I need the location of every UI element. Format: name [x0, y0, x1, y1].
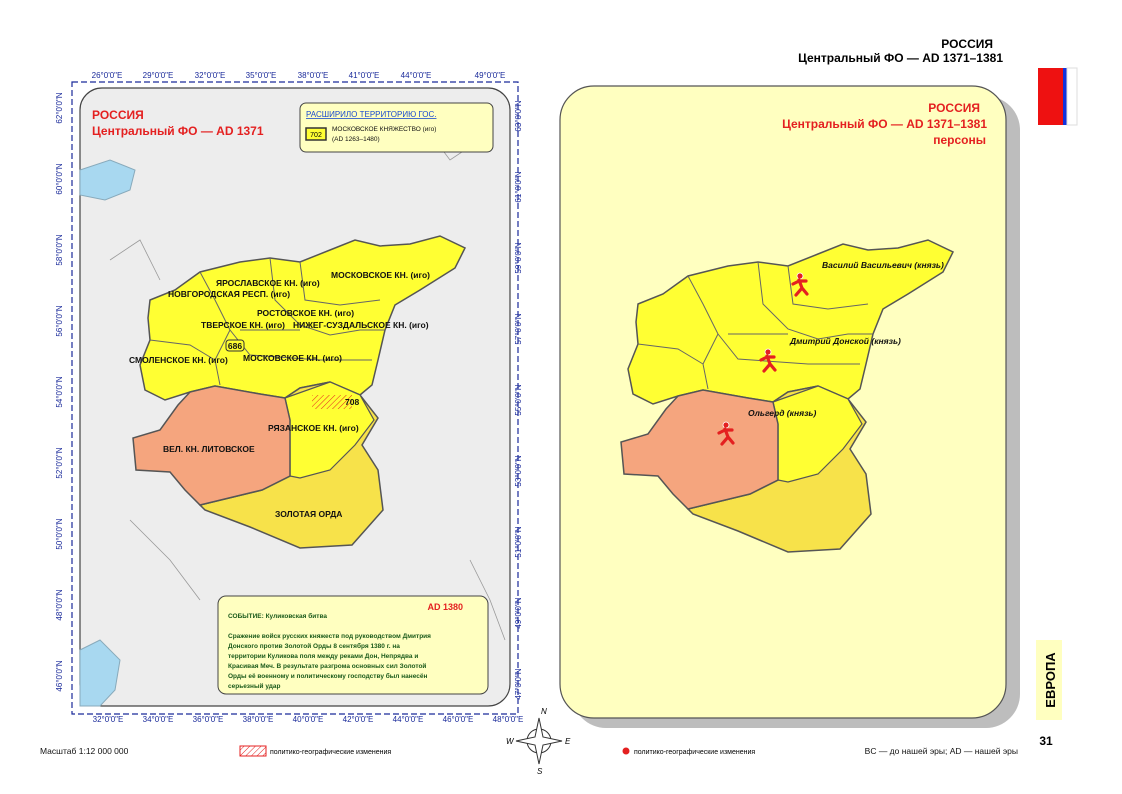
event-text: Донского против Золотой Орды 8 сентября … — [228, 642, 400, 650]
region-label: ВЕЛ. КН. ЛИТОВСКОЕ — [163, 444, 255, 454]
lon-label: 38°0'0"E — [243, 715, 274, 724]
event-date: AD 1380 — [427, 602, 463, 612]
region-label: РЯЗАНСКОЕ КН. (иго) — [268, 423, 359, 433]
event-text: серьезный удар — [228, 682, 281, 690]
section: ЕВРОПА — [1043, 652, 1058, 708]
lon-label: 44°0'0"E — [401, 71, 432, 80]
event-text: Красивая Меч. В результате разгрома осно… — [228, 662, 426, 670]
legend-period: (AD 1263–1480) — [332, 136, 380, 143]
legend-hatch: политико-географические изменения — [270, 749, 391, 756]
region-label: МОСКОВСКОЕ КН. (иго) — [331, 270, 430, 280]
event-text: территории Куликова поля между реками До… — [228, 653, 418, 660]
lat-label: 51°0'0"N — [514, 526, 523, 557]
lat-label: 53°0'0"N — [514, 455, 523, 486]
era-note: BC — до нашей эры; AD — нашей эры — [865, 746, 1018, 756]
lon-label: 34°0'0"E — [143, 715, 174, 724]
lat-label: 55°0'0"N — [514, 384, 523, 415]
lon-label: 41°0'0"E — [349, 71, 380, 80]
flag — [1038, 67, 1078, 126]
region-label: СМОЛЕНСКОЕ КН. (иго) — [129, 355, 228, 365]
lat-label: 56°0'0"N — [55, 305, 64, 336]
left-map: РОССИЯ Центральный ФО — AD 1371 РАСШИРИЛ… — [71, 81, 519, 715]
hatch-swatch — [239, 745, 267, 757]
legend-code: 702 — [310, 132, 322, 139]
lat-label: 46°0'0"N — [55, 660, 64, 691]
event-text: Орды её военному и политическому господс… — [228, 672, 427, 680]
map-title: РОССИЯ — [928, 101, 980, 115]
header-country: РОССИЯ — [941, 37, 993, 51]
person-label: Василий Васильевич (князь) — [822, 260, 944, 270]
region-label: НИЖЕГ-СУЗДАЛЬСКОЕ КН. (иго) — [293, 320, 429, 330]
lon-label: 44°0'0"E — [393, 715, 424, 724]
event-title: СОБЫТИЕ: Куликовская битва — [228, 612, 327, 620]
lon-label: 36°0'0"E — [193, 715, 224, 724]
compass: N E S W — [506, 707, 571, 776]
lat-label: 63°0'0"N — [514, 100, 523, 131]
lat-label: 60°0'0"N — [55, 163, 64, 194]
lat-label: 57°0'0"N — [514, 313, 523, 344]
compass-letter: N — [541, 707, 547, 716]
lon-label: 42°0'0"E — [343, 715, 374, 724]
lon-label: 35°0'0"E — [246, 71, 277, 80]
map-subtitle: Центральный ФО — AD 1371–1381 — [782, 117, 987, 131]
lon-label: 38°0'0"E — [298, 71, 329, 80]
lat-label: 62°0'0"N — [55, 92, 64, 123]
lat-label: 47°0'0"N — [514, 668, 523, 699]
lat-label: 52°0'0"N — [55, 447, 64, 478]
lon-label: 40°0'0"E — [293, 715, 324, 724]
lon-label: 46°0'0"E — [443, 715, 474, 724]
lat-label: 49°0'0"N — [514, 597, 523, 628]
region-label: МОСКОВСКОЕ КН. (иго) — [243, 353, 342, 363]
page-number: 31 — [1039, 734, 1053, 748]
lat-label: 58°0'0"N — [55, 234, 64, 265]
region-code: 686 — [228, 341, 242, 351]
legend-dot: политико-географические изменения — [634, 749, 755, 756]
region-code: 708 — [345, 397, 359, 407]
region-label: ТВЕРСКОЕ КН. (иго) — [201, 320, 285, 330]
region-label: ЯРОСЛАВСКОЕ КН. (иго) — [216, 278, 320, 288]
lon-label: 32°0'0"E — [93, 715, 124, 724]
lon-label: 32°0'0"E — [195, 71, 226, 80]
header-subtitle: Центральный ФО — AD 1371–1381 — [798, 51, 1003, 65]
region-label: ЗОЛОТАЯ ОРДА — [275, 509, 342, 519]
lat-label: 54°0'0"N — [55, 376, 64, 407]
region-label: РОСТОВСКОЕ КН. (иго) — [257, 308, 354, 318]
lat-label: 61°0'0"N — [514, 171, 523, 202]
compass-letter: S — [537, 767, 543, 776]
lat-label: 59°0'0"N — [514, 242, 523, 273]
region-label: НОВГОРОДСКАЯ РЕСП. (иго) — [168, 289, 290, 299]
map-subtitle: Центральный ФО — AD 1371 — [92, 124, 264, 138]
dot-swatch — [622, 747, 630, 755]
section-box — [1036, 640, 1062, 720]
map-title: РОССИЯ — [92, 108, 144, 122]
map-caption: персоны — [933, 133, 986, 147]
lon-label: 26°0'0"E — [92, 71, 123, 80]
legend-heading: РАСШИРИЛО ТЕРРИТОРИЮ ГОС. — [306, 110, 437, 119]
person-label: Дмитрий Донской (князь) — [789, 336, 901, 346]
compass-letter: W — [506, 737, 515, 746]
scale: Масштаб 1:12 000 000 — [40, 746, 129, 756]
lon-label: 49°0'0"E — [475, 71, 506, 80]
right-map: РОССИЯ Центральный ФО — AD 1371–1381 пер… — [559, 85, 1020, 728]
person-label: Ольгерд (князь) — [748, 408, 816, 418]
event-text: Сражение войск русских княжеств под руко… — [228, 632, 431, 640]
lon-label: 48°0'0"E — [493, 715, 524, 724]
lon-label: 29°0'0"E — [143, 71, 174, 80]
compass-letter: E — [565, 737, 571, 746]
lat-label: 50°0'0"N — [55, 518, 64, 549]
lat-label: 48°0'0"N — [55, 589, 64, 620]
legend-name: МОСКОВСКОЕ КНЯЖЕСТВО (иго) — [332, 126, 436, 133]
